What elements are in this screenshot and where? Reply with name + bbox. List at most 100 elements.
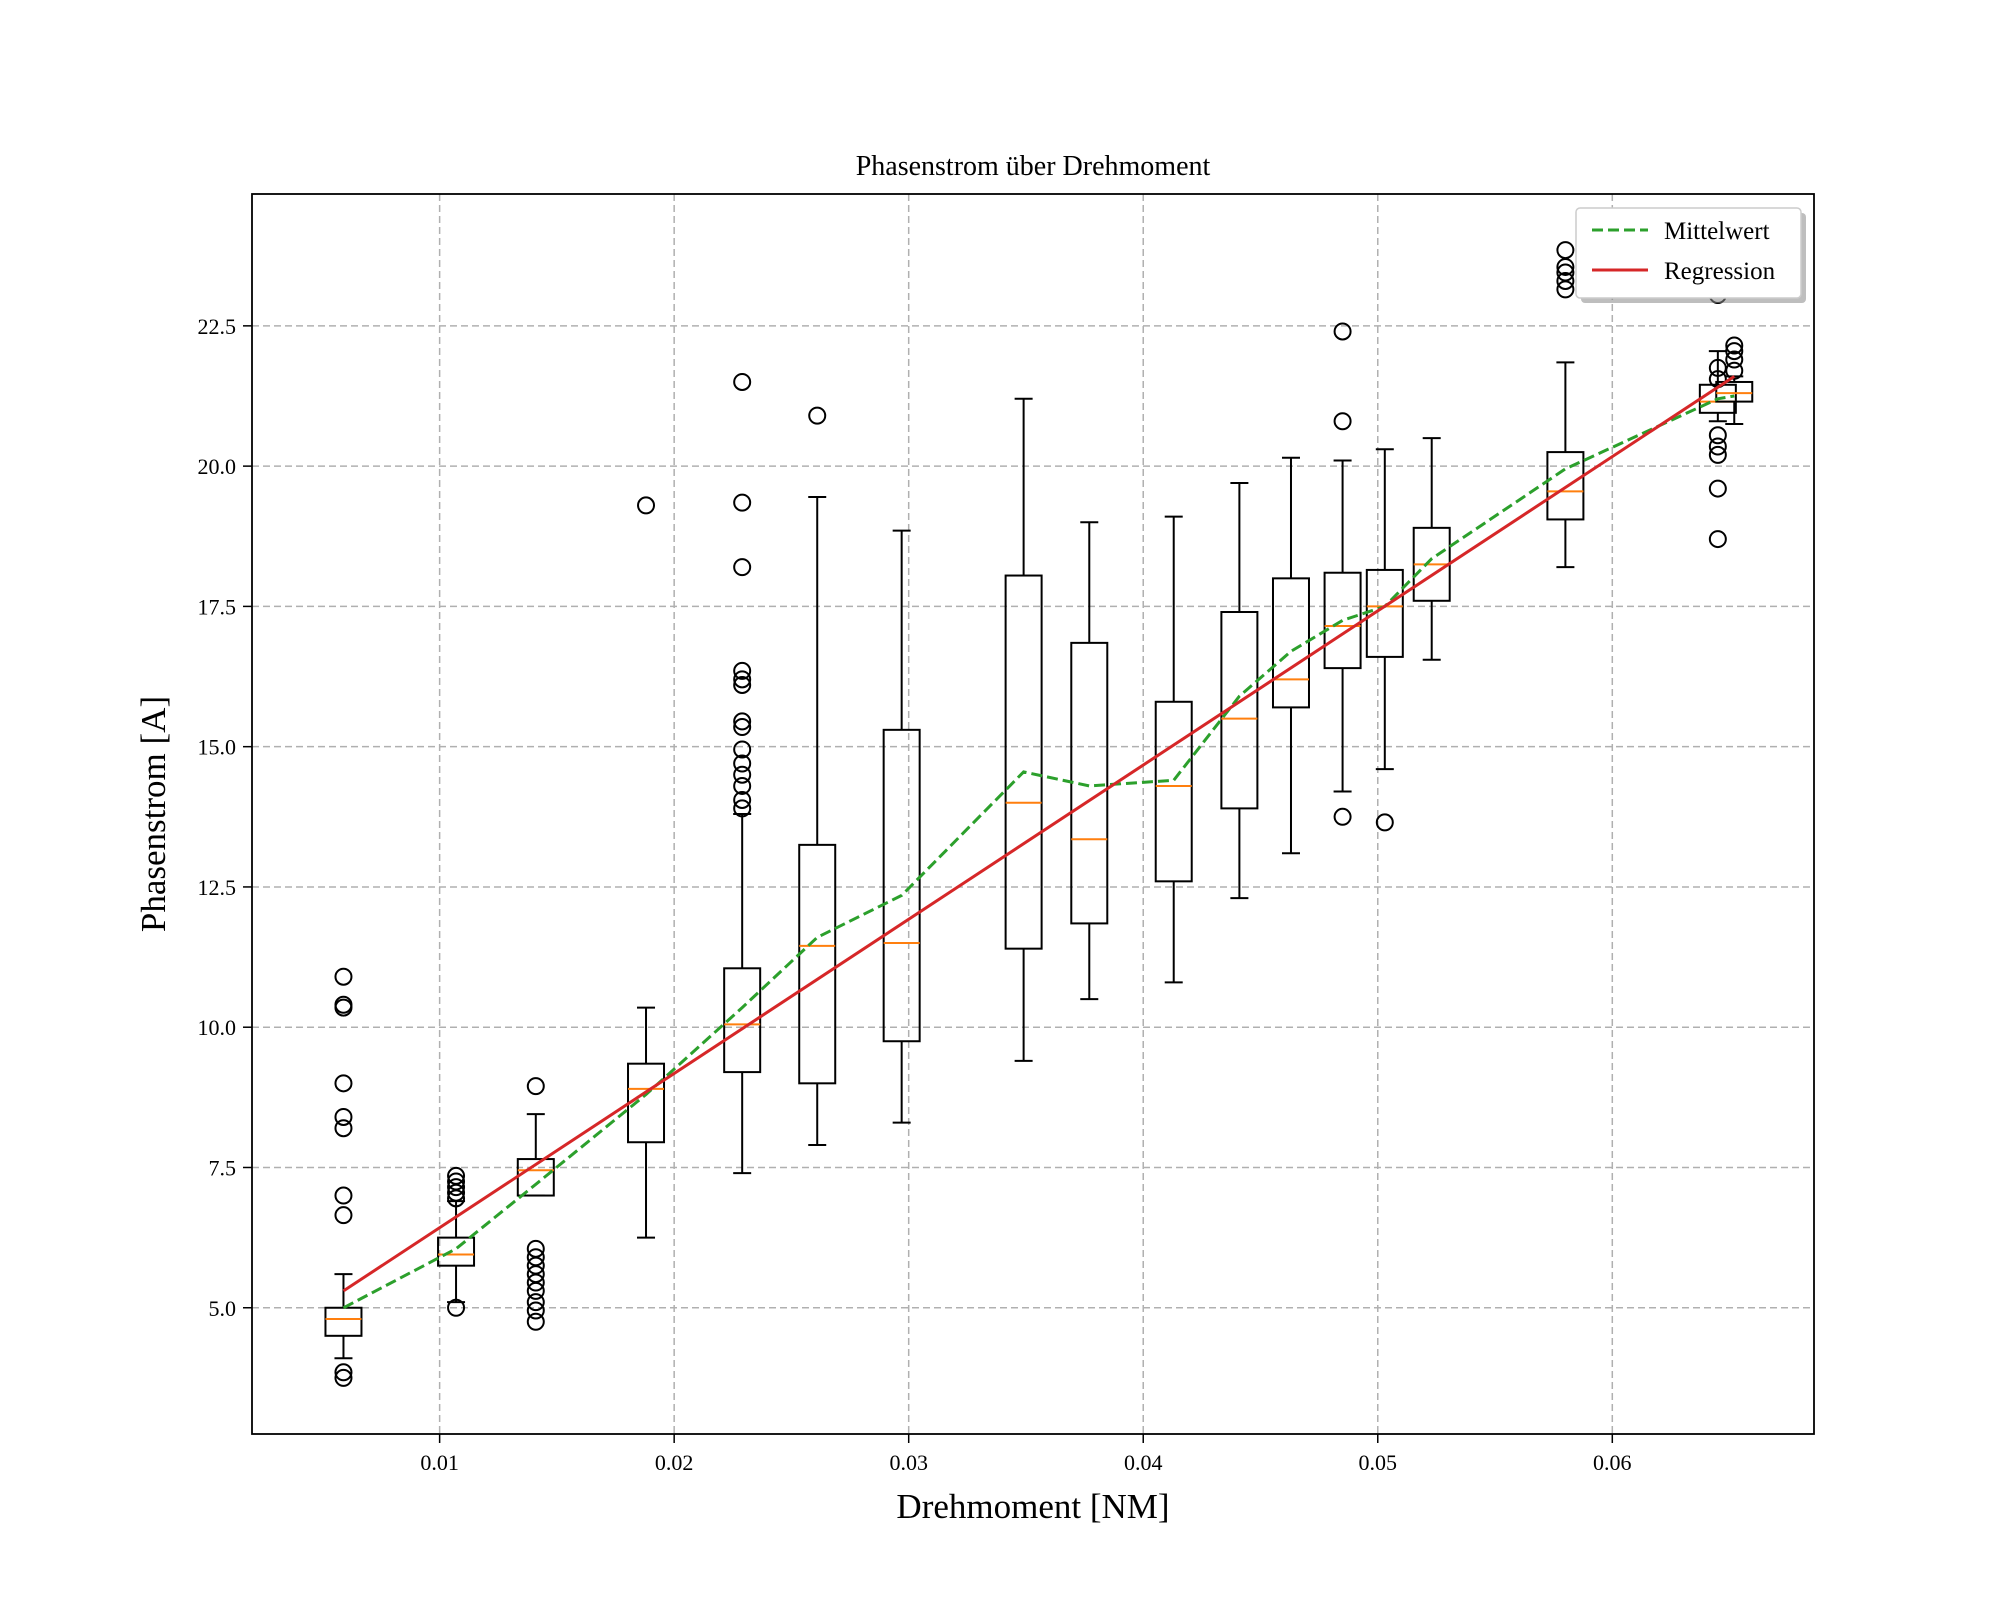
outlier-point xyxy=(526,1077,545,1096)
outlier-point xyxy=(1556,241,1575,260)
box-iqr xyxy=(324,1306,363,1337)
outlier-point xyxy=(733,776,752,795)
y-tick-label: 20.0 xyxy=(198,454,237,479)
box-iqr xyxy=(798,843,837,1085)
y-axis-label: Phasenstrom [A] xyxy=(134,696,173,932)
outlier-point xyxy=(733,661,752,680)
outlier-point xyxy=(733,765,752,784)
boxplot xyxy=(723,372,762,1175)
box-iqr xyxy=(1715,380,1754,403)
outlier-point xyxy=(1333,412,1352,431)
outlier-point xyxy=(733,675,752,694)
boxplot xyxy=(1546,241,1585,569)
outlier-point xyxy=(733,670,752,689)
box-iqr xyxy=(1220,611,1259,810)
y-tick-label: 5.0 xyxy=(209,1296,237,1321)
outlier-point xyxy=(1725,342,1744,361)
y-tick-label: 7.5 xyxy=(209,1155,237,1180)
outlier-point xyxy=(1708,437,1727,456)
outlier-point xyxy=(733,790,752,809)
boxplots xyxy=(324,241,1754,1387)
outlier-point xyxy=(733,799,752,818)
boxplot xyxy=(627,496,666,1239)
outlier-point xyxy=(733,558,752,577)
boxplot xyxy=(1271,456,1310,855)
mean-line xyxy=(342,394,1735,1310)
series-lines xyxy=(342,375,1736,1310)
y-tick-label: 22.5 xyxy=(198,314,237,339)
outlier-point xyxy=(1725,361,1744,380)
outlier-point xyxy=(733,372,752,391)
outlier-point xyxy=(526,1301,545,1320)
boxplot xyxy=(1070,521,1109,1001)
x-tick-label: 0.01 xyxy=(420,1450,459,1475)
x-tick-label: 0.03 xyxy=(889,1450,928,1475)
y-tick-label: 10.0 xyxy=(198,1015,237,1040)
outlier-point xyxy=(1708,426,1727,445)
boxplot xyxy=(1715,336,1754,426)
outlier-point xyxy=(808,406,827,425)
outlier-point xyxy=(733,712,752,731)
box-iqr xyxy=(1323,571,1362,670)
y-tick-label: 12.5 xyxy=(198,875,237,900)
outlier-point xyxy=(334,1206,353,1225)
box-iqr xyxy=(1154,700,1193,883)
outlier-point xyxy=(334,1107,353,1126)
legend-label-regression: Regression xyxy=(1664,258,1776,285)
outlier-point xyxy=(733,493,752,512)
box-iqr xyxy=(437,1236,476,1267)
outlier-point xyxy=(1375,813,1394,832)
x-tick-label: 0.06 xyxy=(1593,1450,1632,1475)
legend: Mittelwert Regression xyxy=(1575,207,1806,303)
box-iqr xyxy=(1546,451,1585,521)
boxplot xyxy=(1004,397,1043,1062)
outlier-point xyxy=(1708,530,1727,549)
box-iqr xyxy=(1004,574,1043,950)
y-tick-label: 15.0 xyxy=(198,735,237,760)
outlier-point xyxy=(1333,807,1352,826)
box-iqr xyxy=(1070,641,1109,925)
outlier-point xyxy=(334,1368,353,1387)
chart-title: Phasenstrom über Drehmoment xyxy=(856,151,1211,182)
grid xyxy=(252,194,1814,1434)
outlier-point xyxy=(733,740,752,759)
outlier-point xyxy=(526,1239,545,1258)
outlier-point xyxy=(334,1119,353,1138)
outlier-point xyxy=(1725,336,1744,355)
boxplot xyxy=(437,1166,476,1317)
outlier-point xyxy=(637,496,656,515)
outlier-point xyxy=(1556,263,1575,282)
y-tick-label: 17.5 xyxy=(198,594,237,619)
boxplot xyxy=(1365,448,1404,832)
boxplot xyxy=(1323,322,1362,826)
regression-line xyxy=(342,375,1736,1293)
outlier-point xyxy=(447,1172,466,1191)
outlier-point xyxy=(334,995,353,1014)
outlier-point xyxy=(526,1248,545,1267)
x-tick-label: 0.05 xyxy=(1359,1450,1398,1475)
outlier-point xyxy=(334,1186,353,1205)
x-tick-label: 0.04 xyxy=(1124,1450,1163,1475)
boxplot xyxy=(798,406,837,1147)
outlier-point xyxy=(1333,322,1352,341)
plot-frame xyxy=(251,193,1815,1435)
outlier-point xyxy=(334,1363,353,1382)
outlier-point xyxy=(1708,445,1727,464)
outlier-point xyxy=(1725,350,1744,369)
x-tick-label: 0.02 xyxy=(655,1450,694,1475)
box-iqr xyxy=(882,728,921,1043)
boxplot xyxy=(1220,481,1259,900)
outlier-point xyxy=(447,1298,466,1317)
boxplot xyxy=(882,529,921,1124)
legend-label-mean: Mittelwert xyxy=(1664,218,1770,245)
outlier-point xyxy=(334,1074,353,1093)
boxplot xyxy=(516,1077,555,1331)
boxplot xyxy=(324,967,363,1387)
axis-ticks: 0.01 0.02 0.03 0.04 0.05 0.06 5.0 7.5 10.0 12.5 15… xyxy=(198,314,1632,1475)
outlier-point xyxy=(334,967,353,986)
outlier-point xyxy=(526,1293,545,1312)
box-iqr xyxy=(723,967,762,1074)
outlier-point xyxy=(733,718,752,737)
boxplot xyxy=(1154,515,1193,984)
